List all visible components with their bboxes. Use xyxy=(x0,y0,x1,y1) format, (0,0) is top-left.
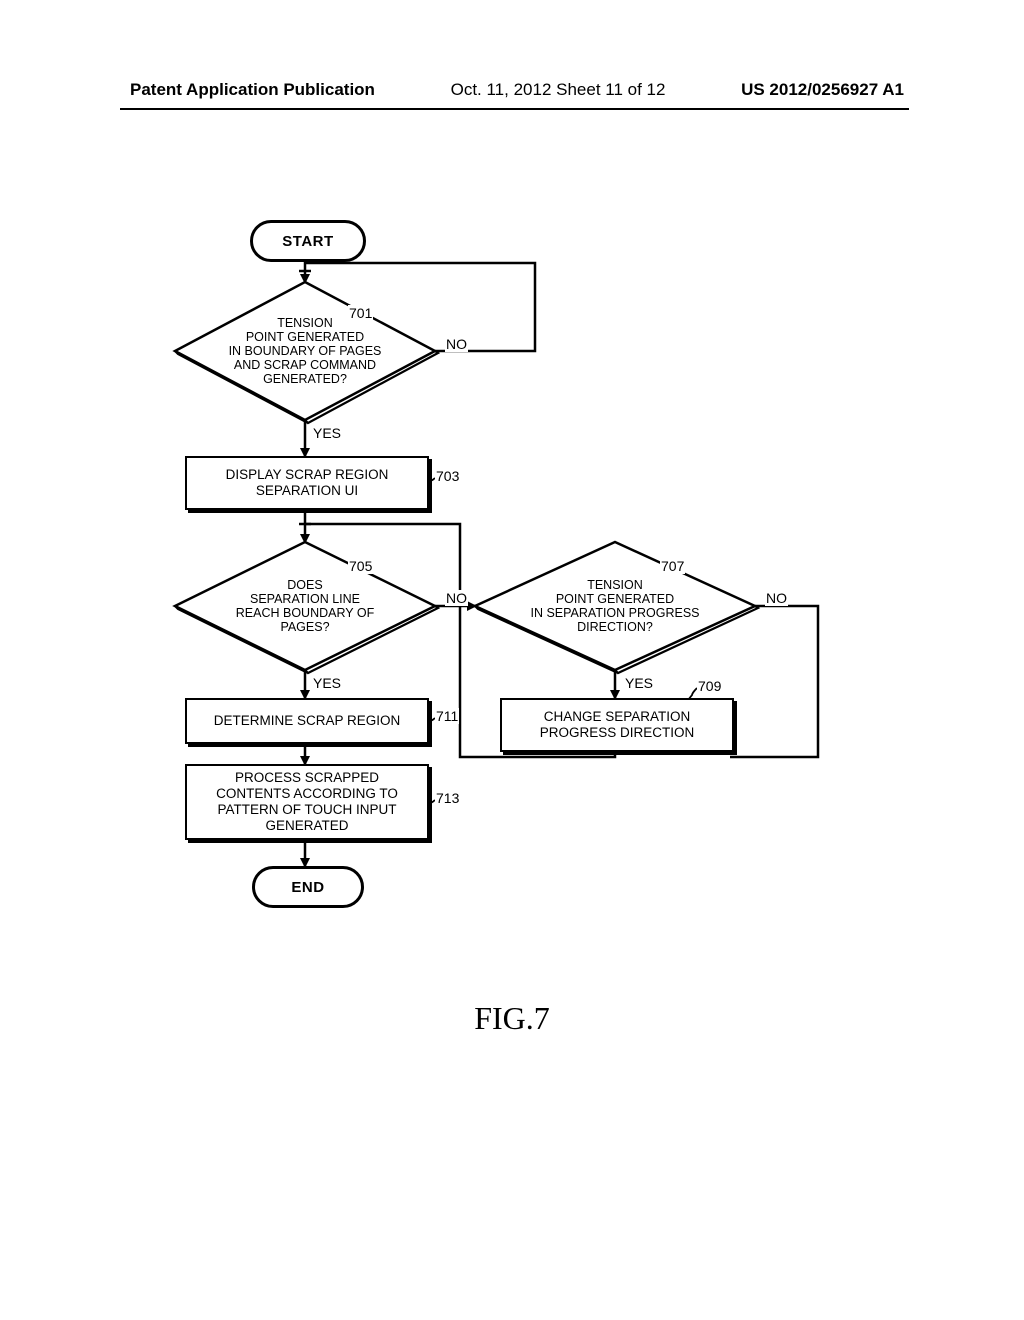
d707-decision: TENSIONPOINT GENERATEDIN SEPARATION PROG… xyxy=(475,542,755,670)
p703-process: DISPLAY SCRAP REGIONSEPARATION UI xyxy=(185,456,429,510)
d701-decision: TENSIONPOINT GENERATEDIN BOUNDARY OF PAG… xyxy=(175,282,435,420)
p713-process: PROCESS SCRAPPEDCONTENTS ACCORDING TOPAT… xyxy=(185,764,429,840)
ref-r711: 711 xyxy=(435,708,459,724)
label-no701: NO xyxy=(445,336,468,352)
ref-r705: 705 xyxy=(348,558,373,574)
label-yes705: YES xyxy=(312,675,342,691)
figure-caption: FIG.7 xyxy=(0,1000,1024,1037)
label-no707: NO xyxy=(765,590,788,606)
docnum: US 2012/0256927 A1 xyxy=(741,80,904,100)
ref-r707: 707 xyxy=(660,558,685,574)
end-terminal: END xyxy=(252,866,364,908)
pub-label: Patent Application Publication xyxy=(130,80,375,100)
p709-process: CHANGE SEPARATIONPROGRESS DIRECTION xyxy=(500,698,734,752)
sheet-label: Oct. 11, 2012 Sheet 11 of 12 xyxy=(451,80,666,100)
d705-decision: DOESSEPARATION LINEREACH BOUNDARY OFPAGE… xyxy=(175,542,435,670)
label-yes701: YES xyxy=(312,425,342,441)
label-no705: NO xyxy=(445,590,468,606)
ref-r709: 709 xyxy=(697,678,722,694)
flowchart-canvas: START TENSIONPOINT GENERATEDIN BOUNDARY O… xyxy=(0,210,1024,1110)
p711-process: DETERMINE SCRAP REGION xyxy=(185,698,429,744)
ref-r701: 701 xyxy=(348,305,373,321)
ref-r713: 713 xyxy=(435,790,460,806)
header-rule xyxy=(120,108,909,110)
label-yes707: YES xyxy=(624,675,654,691)
start-terminal: START xyxy=(250,220,366,262)
ref-r703: 703 xyxy=(435,468,460,484)
